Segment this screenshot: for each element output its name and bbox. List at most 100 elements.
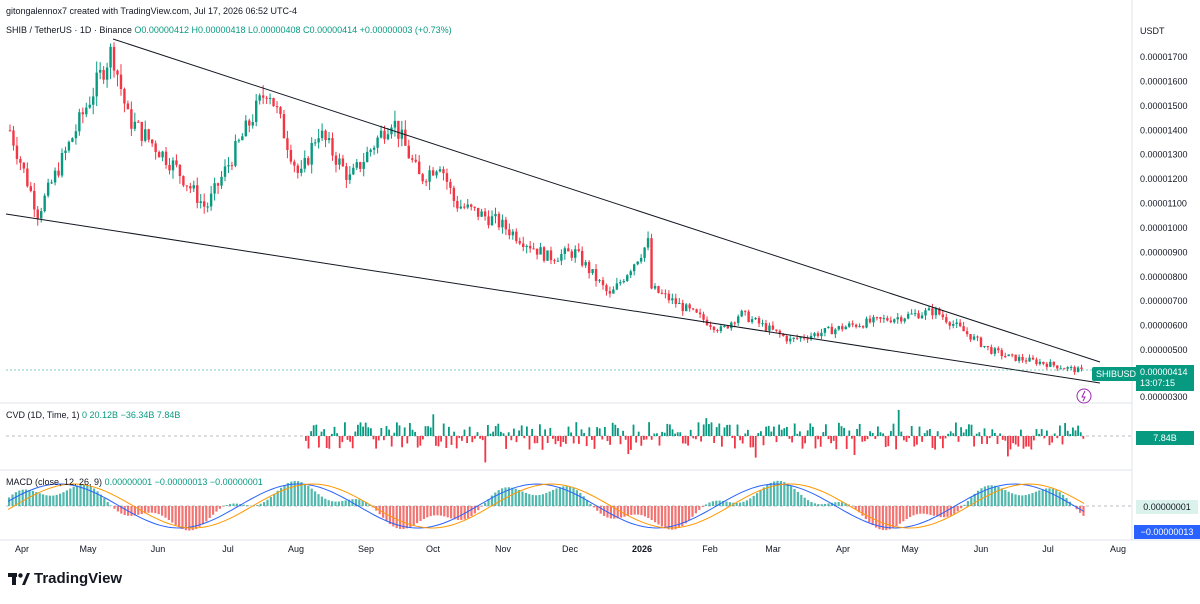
- macd-bar: [338, 501, 340, 506]
- cvd-bar: [482, 436, 484, 440]
- tradingview-logo[interactable]: TradingView: [8, 570, 122, 587]
- macd-bar: [73, 487, 75, 506]
- macd-bar: [569, 487, 571, 506]
- macd-bar: [549, 492, 551, 506]
- cvd-bar: [448, 427, 450, 436]
- candle-body: [16, 146, 18, 159]
- macd-bar: [430, 506, 432, 516]
- macd-bar: [164, 506, 166, 518]
- candle-body: [338, 158, 340, 164]
- candle-body: [383, 131, 385, 140]
- macd-bar: [498, 490, 500, 506]
- candle-body: [1049, 362, 1051, 367]
- candle-body: [505, 220, 507, 230]
- macd-bar: [1038, 490, 1040, 506]
- cvd-bar: [1062, 436, 1064, 444]
- cvd-bar: [703, 424, 705, 436]
- candle-body: [397, 121, 399, 139]
- cvd-bar: [633, 425, 635, 436]
- candle-body: [692, 308, 694, 309]
- candle-body: [695, 309, 697, 312]
- cvd-bar: [984, 428, 986, 436]
- macd-bar: [787, 484, 789, 506]
- macd-bar: [402, 506, 404, 529]
- candle-body: [366, 152, 368, 162]
- macd-bar: [841, 502, 843, 506]
- time-tick-label: Aug: [288, 544, 304, 554]
- macd-bar: [817, 504, 819, 506]
- candle-body: [865, 319, 867, 328]
- cvd-bar: [999, 433, 1001, 436]
- cvd-bar: [757, 433, 759, 436]
- candle-body: [543, 247, 545, 261]
- cvd-bar: [1054, 433, 1056, 436]
- cvd-bar: [911, 426, 913, 436]
- cvd-bar: [417, 436, 419, 448]
- candle-body: [754, 318, 756, 319]
- cvd-bar: [640, 436, 642, 446]
- cvd-bar: [760, 431, 762, 436]
- cvd-bar: [383, 436, 385, 440]
- cvd-bar: [932, 436, 934, 448]
- candle-body: [89, 105, 91, 108]
- macd-bar: [266, 500, 268, 506]
- candle-body: [740, 311, 742, 317]
- cvd-bar: [815, 436, 817, 448]
- cvd-bar: [672, 429, 674, 436]
- candle-body: [85, 108, 87, 115]
- macd-bar: [42, 494, 44, 506]
- cvd-bar: [893, 424, 895, 436]
- cvd-bar: [685, 436, 687, 444]
- cvd-bar: [495, 426, 497, 436]
- candle-body: [969, 334, 971, 340]
- macd-bar: [739, 503, 741, 506]
- candle-body: [1008, 354, 1010, 356]
- candle-body: [910, 314, 912, 315]
- cvd-bar: [744, 433, 746, 436]
- candle-body: [765, 323, 767, 331]
- cvd-bar: [708, 424, 710, 436]
- cvd-bar: [867, 436, 869, 439]
- candle-body: [75, 131, 77, 138]
- macd-bar: [664, 506, 666, 528]
- cvd-bar: [674, 434, 676, 436]
- candle-body: [26, 169, 28, 187]
- cvd-bar: [614, 425, 616, 436]
- macd-bar: [443, 506, 445, 516]
- candle-body: [470, 205, 472, 207]
- cvd-bar: [903, 436, 905, 440]
- cvd-bar: [331, 434, 333, 436]
- cvd-bar: [763, 436, 765, 445]
- candle-body: [148, 129, 150, 139]
- cvd-bar: [643, 436, 645, 440]
- candle-body: [43, 196, 45, 211]
- macd-bar: [963, 505, 965, 506]
- candle-body: [997, 348, 999, 350]
- cvd-bar: [900, 432, 902, 436]
- price-tick-label: 0.00001500: [1140, 101, 1188, 111]
- cvd-bar: [562, 436, 564, 442]
- candle-body: [512, 232, 514, 236]
- macd-bar: [202, 506, 204, 524]
- cvd-bar: [451, 436, 453, 445]
- cvd-bar: [692, 436, 694, 438]
- candle-body: [983, 346, 985, 347]
- cvd-bar: [781, 430, 783, 436]
- cvd-bar: [851, 436, 853, 439]
- macd-bar: [103, 498, 105, 506]
- macd-bar: [889, 506, 891, 529]
- cvd-bar: [1033, 436, 1035, 440]
- macd-bar: [933, 506, 935, 516]
- macd-bar: [59, 494, 61, 506]
- cvd-bar: [549, 428, 551, 436]
- cvd-bar: [747, 430, 749, 436]
- cvd-bar: [700, 436, 702, 442]
- candle-body: [442, 169, 444, 173]
- cvd-bar: [791, 436, 793, 442]
- candle-body: [1035, 359, 1037, 364]
- macd-bar: [76, 485, 78, 506]
- cvd-bar: [521, 425, 523, 436]
- macd-bar: [178, 506, 180, 527]
- macd-bar: [175, 506, 177, 525]
- candle-body: [317, 138, 319, 142]
